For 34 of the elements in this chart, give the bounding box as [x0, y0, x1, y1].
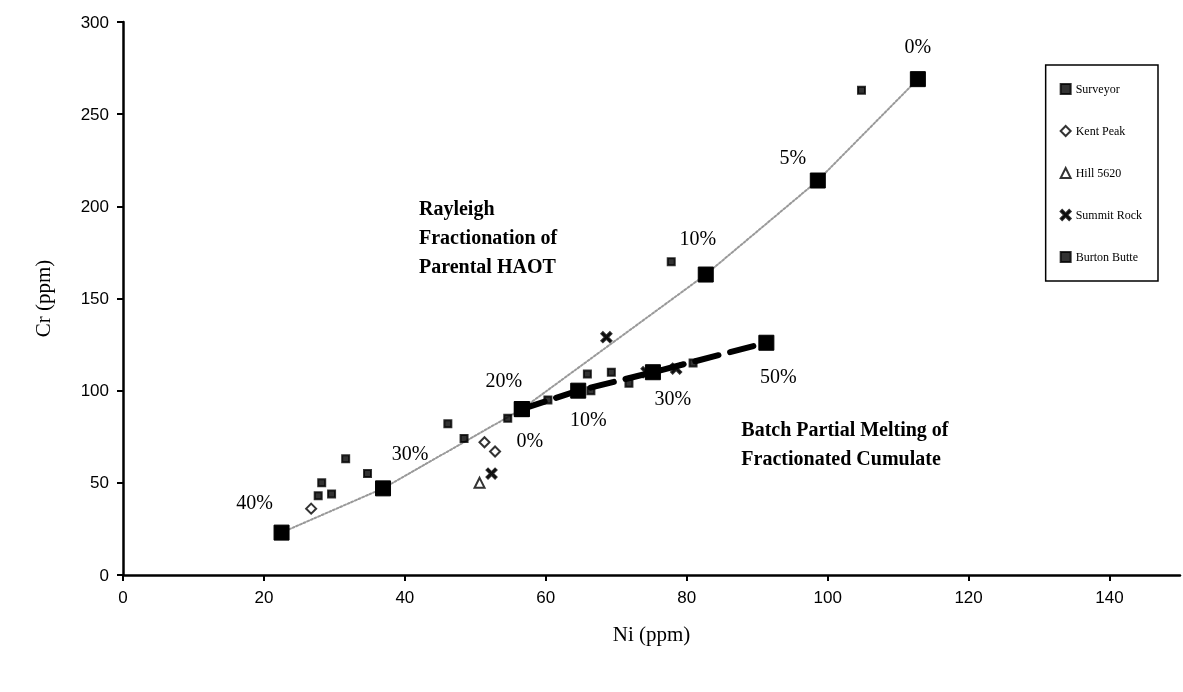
legend-label: Kent Peak	[1075, 124, 1126, 138]
legend-label: Surveyor	[1075, 82, 1120, 96]
legend-label: Burton Butte	[1075, 250, 1138, 264]
x-tick-label: 20	[254, 588, 274, 607]
x-tick-label: 100	[813, 588, 842, 607]
y-tick-label: 150	[80, 289, 109, 308]
legend-label: Summit Rock	[1075, 208, 1142, 222]
annotation: 30%	[654, 387, 692, 410]
annotation: 40%	[236, 490, 273, 513]
annotation: 0%	[516, 429, 544, 452]
x-tick-label: 0	[118, 588, 128, 607]
annotation: 20%	[485, 369, 523, 392]
annotation: 10%	[569, 407, 607, 430]
annotation: 5%	[779, 145, 807, 168]
annotation: 30%	[391, 442, 429, 465]
y-axis-title: Cr (ppm)	[30, 259, 55, 338]
x-tick-label: 80	[677, 588, 697, 607]
y-tick-label: 50	[90, 473, 109, 493]
x-tick-label: 120	[954, 588, 983, 607]
annotation: 0%	[904, 35, 932, 58]
y-tick-label: 200	[80, 196, 109, 216]
legend-label: Hill 5620	[1075, 166, 1122, 180]
annotation: 50%	[760, 364, 797, 387]
y-tick-label: 100	[80, 381, 109, 401]
annotation: Batch Partial Melting of Fractionated Cumulate	[741, 418, 954, 470]
y-tick-label: 300	[80, 12, 109, 32]
annotation: 10%	[679, 226, 717, 249]
x-tick-label: 60	[536, 588, 556, 607]
x-axis-title: Ni (ppm)	[612, 621, 691, 646]
y-tick-label: 250	[80, 104, 109, 124]
annotation: Rayleigh Fractionation of Parental HAOT	[418, 196, 563, 277]
y-tick-label: 0	[99, 565, 109, 585]
x-tick-label: 140	[1095, 588, 1124, 607]
x-tick-label: 40	[395, 588, 415, 607]
